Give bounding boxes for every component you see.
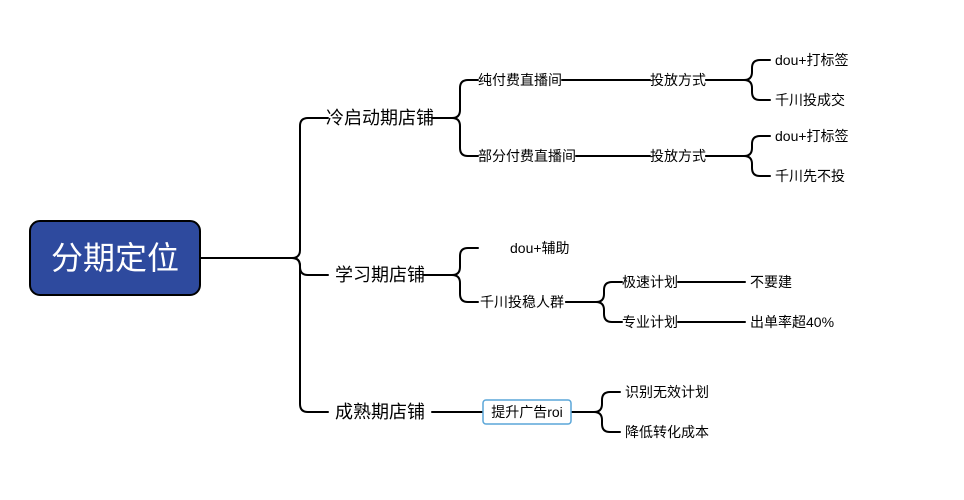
branch-mature[interactable]: 成熟期店铺 — [335, 402, 425, 422]
node-learn_b_2_leaf[interactable]: 出单率超40% — [750, 314, 834, 330]
connector — [706, 156, 770, 176]
node-cold_a[interactable]: 纯付费直播间 — [478, 72, 562, 88]
node-cold_a_put_2[interactable]: 千川投成交 — [775, 92, 845, 108]
node-cold_a_put[interactable]: 投放方式 — [650, 72, 706, 88]
node-mature_a_2[interactable]: 降低转化成本 — [625, 424, 709, 440]
connector — [200, 258, 328, 412]
node-learn_b[interactable]: 千川投稳人群 — [480, 294, 564, 310]
node-cold_b[interactable]: 部分付费直播间 — [478, 148, 576, 164]
node-learn_b_1_leaf[interactable]: 不要建 — [750, 274, 792, 290]
connector — [706, 136, 770, 156]
connector — [432, 118, 478, 156]
connector — [424, 248, 478, 275]
node-learn_b_1[interactable]: 极速计划 — [622, 274, 678, 290]
connector — [432, 80, 478, 118]
connector — [572, 392, 620, 412]
node-cold_b_put[interactable]: 投放方式 — [650, 148, 706, 164]
root-label: 分期定位 — [51, 240, 179, 276]
node-learn_b_2[interactable]: 专业计划 — [622, 314, 678, 330]
node-learn_a[interactable]: dou+辅助 — [510, 240, 570, 256]
connector — [572, 412, 620, 432]
node-cold_b_put_2[interactable]: 千川先不投 — [775, 168, 845, 184]
connector — [566, 282, 622, 302]
connector — [706, 60, 770, 80]
connector — [706, 80, 770, 100]
connector — [200, 118, 328, 258]
connector — [424, 275, 478, 302]
mindmap-canvas: 分期定位冷启动期店铺学习期店铺成熟期店铺纯付费直播间部分付费直播间投放方式投放方… — [0, 0, 964, 500]
branch-cold[interactable]: 冷启动期店铺 — [326, 108, 434, 128]
branch-learn[interactable]: 学习期店铺 — [335, 265, 425, 285]
connector — [566, 302, 622, 322]
node-cold_a_put_1[interactable]: dou+打标签 — [775, 52, 849, 68]
node-mature_a_1[interactable]: 识别无效计划 — [625, 384, 709, 400]
connector — [200, 258, 328, 275]
node-mature_a[interactable]: 提升广告roi — [491, 404, 563, 420]
node-cold_b_put_1[interactable]: dou+打标签 — [775, 128, 849, 144]
